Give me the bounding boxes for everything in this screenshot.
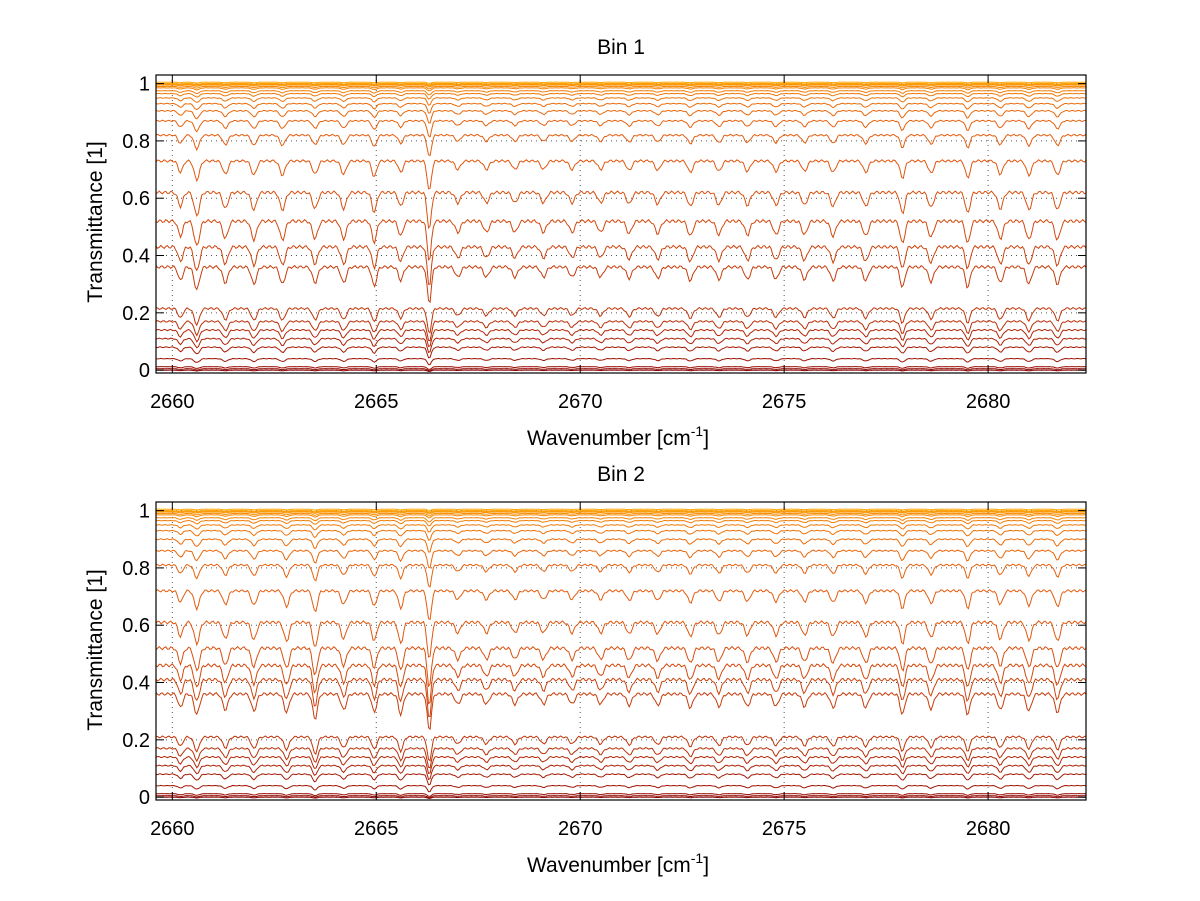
series-line <box>155 512 1087 517</box>
x-tick-label: 2670 <box>558 391 603 413</box>
series-line <box>155 320 1087 342</box>
y-axis-label: Transmittance [1] <box>84 569 107 730</box>
series-line <box>155 357 1087 366</box>
y-tick-label: 0.8 <box>122 131 150 153</box>
tick-marks <box>156 502 1086 800</box>
series-line <box>155 529 1087 541</box>
x-tick-label: 2660 <box>150 391 195 413</box>
y-tick-label: 1 <box>139 501 150 523</box>
series-line <box>155 663 1087 705</box>
series-line <box>155 538 1087 553</box>
y-tick-label: 0.8 <box>122 558 150 580</box>
series-line <box>155 244 1087 285</box>
axes-box <box>155 501 1087 801</box>
series-line <box>155 511 1087 515</box>
series-line <box>155 795 1087 799</box>
series-line <box>155 691 1087 731</box>
series-line <box>155 519 1087 527</box>
series-line <box>156 509 1086 513</box>
x-tick-label: 2670 <box>558 818 603 840</box>
series-line <box>155 645 1087 688</box>
series-line <box>155 784 1087 793</box>
x-axis-label-text: Wavenumber [cm <box>527 427 691 450</box>
series-line <box>155 337 1087 354</box>
y-tick-label: 1 <box>139 74 150 96</box>
series-line <box>155 84 1086 88</box>
x-axis-label: Wavenumber [cm-1] <box>527 850 709 877</box>
series-line <box>155 109 1087 124</box>
y-tick-label: 0.2 <box>122 303 150 325</box>
axes-box <box>155 74 1087 374</box>
series-group <box>155 81 1087 372</box>
x-tick-label: 2675 <box>762 818 807 840</box>
series-line <box>155 119 1087 138</box>
panel-title: Bin 1 <box>597 36 645 59</box>
series-line <box>155 264 1087 304</box>
series-line <box>155 218 1087 261</box>
y-tick-label: 0.6 <box>122 615 150 637</box>
series-line <box>155 306 1087 334</box>
series-line <box>155 81 1087 84</box>
series-line <box>155 87 1087 92</box>
x-tick-label: 2665 <box>354 391 399 413</box>
series-line <box>155 346 1087 359</box>
x-axis-label-superscript: -1 <box>691 423 704 439</box>
series-line <box>155 517 1087 523</box>
x-tick-label: 2660 <box>150 818 195 840</box>
x-tick-label: 2665 <box>354 818 399 840</box>
y-tick-label: 0 <box>139 360 150 382</box>
series-line <box>155 677 1087 717</box>
series-line <box>155 368 1087 372</box>
series-line <box>155 764 1087 781</box>
series-line <box>155 793 1087 797</box>
series-line <box>155 588 1087 621</box>
series-line <box>155 773 1087 786</box>
x-axis-label: Wavenumber [cm-1] <box>527 423 709 450</box>
series-line <box>155 102 1087 114</box>
series-line <box>155 755 1087 775</box>
x-tick-label: 2680 <box>966 391 1011 413</box>
series-line <box>156 82 1086 86</box>
series-line <box>155 159 1087 190</box>
x-axis-label-superscript: -1 <box>691 850 704 866</box>
x-axis-label-end: ] <box>703 427 709 450</box>
series-line <box>155 97 1087 106</box>
series-line <box>156 85 1086 90</box>
x-tick-label: 2675 <box>762 391 807 413</box>
series-line <box>155 735 1087 762</box>
series-line <box>155 190 1087 230</box>
series-group <box>155 508 1087 799</box>
series-line <box>155 83 1087 87</box>
y-tick-label: 0.2 <box>122 730 150 752</box>
series-line <box>156 514 1086 519</box>
series-line <box>156 796 1087 799</box>
series-line <box>155 620 1087 658</box>
x-axis-label-end: ] <box>703 854 709 877</box>
series-line <box>155 90 1087 96</box>
panel-title: Bin 2 <box>597 463 645 486</box>
y-tick-label: 0.4 <box>122 246 150 268</box>
x-tick-label: 2680 <box>966 818 1011 840</box>
tick-marks <box>156 75 1086 373</box>
series-line <box>155 133 1087 157</box>
series-line <box>155 366 1087 370</box>
series-line <box>155 508 1087 511</box>
panel-bin-1: Bin 1 2660 2665 2670 2675 2680 0 0.2 0.4… <box>84 36 1087 450</box>
series-line <box>155 563 1087 588</box>
y-tick-label: 0.6 <box>122 188 150 210</box>
series-line <box>155 328 1087 348</box>
y-tick-label: 0.4 <box>122 673 150 695</box>
series-line <box>155 92 1087 100</box>
series-line <box>155 524 1087 533</box>
y-axis-label: Transmittance [1] <box>84 141 107 302</box>
series-line <box>155 549 1087 569</box>
panel-bin-2: Bin 2 2660 2665 2670 2675 2680 0 0.2 0.4… <box>84 463 1087 877</box>
y-tick-label: 0 <box>139 787 150 809</box>
x-axis-label-text: Wavenumber [cm <box>527 854 691 877</box>
series-line <box>155 747 1087 769</box>
series-line <box>156 369 1087 372</box>
